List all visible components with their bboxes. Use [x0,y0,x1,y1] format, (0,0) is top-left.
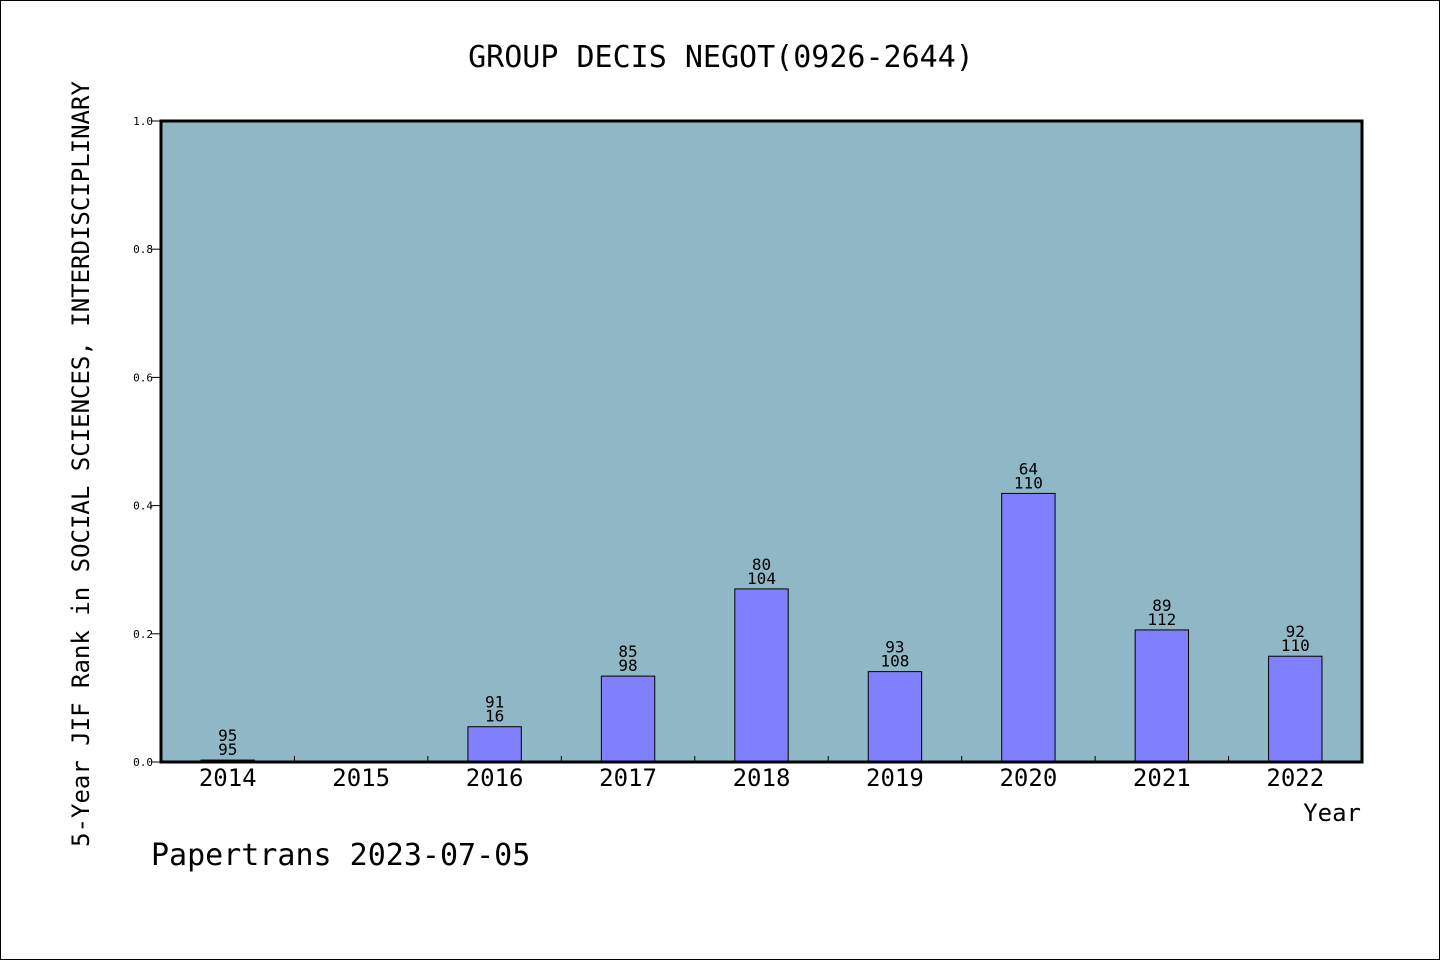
bar-label-top: 80 [752,555,771,574]
x-tick-label: 2016 [466,764,524,792]
plot-border [159,119,1364,764]
bar [467,726,522,763]
bar-label-bottom: 110 [1014,473,1043,492]
bar-label-top: 93 [885,638,904,657]
bar-label-bottom: 110 [1281,636,1310,655]
bar-label-top: 92 [1286,622,1305,641]
bar-series [200,492,1323,763]
x-tick-label: 2020 [999,764,1057,792]
bar-label-top: 85 [618,642,637,661]
bar-label-bottom: 104 [747,569,776,588]
bar-label-top: 89 [1152,596,1171,615]
bar [734,588,789,763]
y-tick-label: 0.6 [133,371,153,384]
bar [867,671,923,763]
footer-text: Papertrans 2023-07-05 [151,838,530,873]
x-tick-label: 2018 [733,764,791,792]
bar-label-top: 95 [218,726,237,745]
y-tick-label: 1.0 [133,115,153,128]
y-tick-label: 0.4 [133,500,153,513]
bar [1268,655,1323,763]
bar-label-top: 64 [1019,459,1038,478]
bar-label-bottom: 98 [618,656,637,675]
bar [1134,629,1190,763]
x-axis-label: Year [1303,799,1361,827]
x-tick-label: 2017 [599,764,657,792]
y-tick-label: 0.0 [133,756,153,769]
y-axis: 0.0 0.2 0.4 0.6 0.8 1.0 [133,115,161,769]
x-tick-label: 2015 [332,764,390,792]
bar-label-bottom: 108 [880,652,909,671]
bar-label-bottom: 112 [1147,610,1176,629]
bar [600,675,656,763]
x-tick-label: 2022 [1266,764,1324,792]
x-tick-label: 2021 [1133,764,1191,792]
y-axis-label: 5-Year JIF Rank in SOCIAL SCIENCES, INTE… [67,81,95,847]
bar-label-bottom: 95 [218,740,237,759]
y-tick-label: 0.2 [133,628,153,641]
bar-label-top: 91 [485,693,504,712]
y-tick-label: 0.8 [133,243,153,256]
x-tick-label: 2019 [866,764,924,792]
bar-label-bottom: 16 [485,707,504,726]
chart-title: GROUP DECIS NEGOT(0926-2644) [468,40,974,75]
x-tick-label: 2014 [199,764,257,792]
bar [1001,492,1056,763]
x-axis: 2014 2015 2016 2017 2018 2019 2020 2021 2022 [199,756,1324,792]
